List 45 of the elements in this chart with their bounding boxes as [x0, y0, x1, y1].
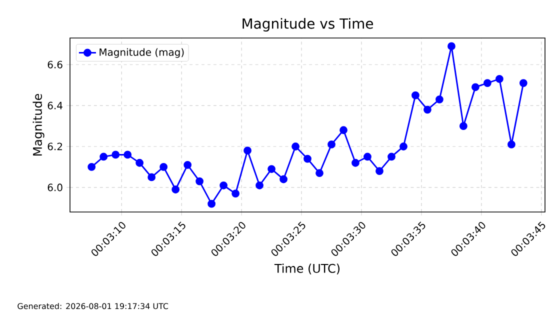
point [424, 106, 432, 114]
point [136, 158, 144, 167]
point [316, 169, 324, 178]
legend-label: Magnitude (mag) [100, 48, 184, 58]
point [495, 75, 504, 83]
x-axis-title: Time (UTC) [274, 264, 340, 274]
point [352, 158, 360, 167]
point [148, 173, 156, 182]
y-axis-title: Magnitude [32, 94, 44, 156]
point [232, 190, 240, 198]
point [388, 152, 396, 161]
point [448, 42, 456, 50]
point [304, 154, 312, 163]
point [256, 181, 264, 190]
point [364, 152, 372, 161]
point [508, 140, 516, 148]
point [112, 150, 120, 159]
point [124, 150, 132, 159]
point [436, 95, 444, 104]
point [280, 175, 288, 184]
y-tick-label: 6.0 [48, 184, 62, 192]
point [160, 163, 168, 171]
point [292, 142, 300, 150]
point [220, 181, 228, 190]
point [100, 152, 108, 161]
point [471, 83, 480, 92]
point [184, 160, 192, 169]
point [400, 142, 408, 150]
point [412, 91, 420, 100]
point [376, 167, 384, 176]
chart-title: Magnitude vs Time [242, 18, 374, 32]
point [196, 177, 204, 186]
point [328, 140, 336, 148]
point [172, 186, 180, 194]
point [268, 165, 276, 173]
point [88, 163, 96, 171]
point [244, 146, 252, 155]
point [340, 126, 348, 134]
y-tick-label: 6.4 [48, 102, 62, 110]
y-tick-label: 6.2 [48, 142, 62, 150]
point [459, 122, 468, 130]
y-tick-label: 6.6 [48, 60, 62, 68]
point [208, 200, 216, 208]
point [519, 79, 528, 87]
point [483, 79, 492, 87]
